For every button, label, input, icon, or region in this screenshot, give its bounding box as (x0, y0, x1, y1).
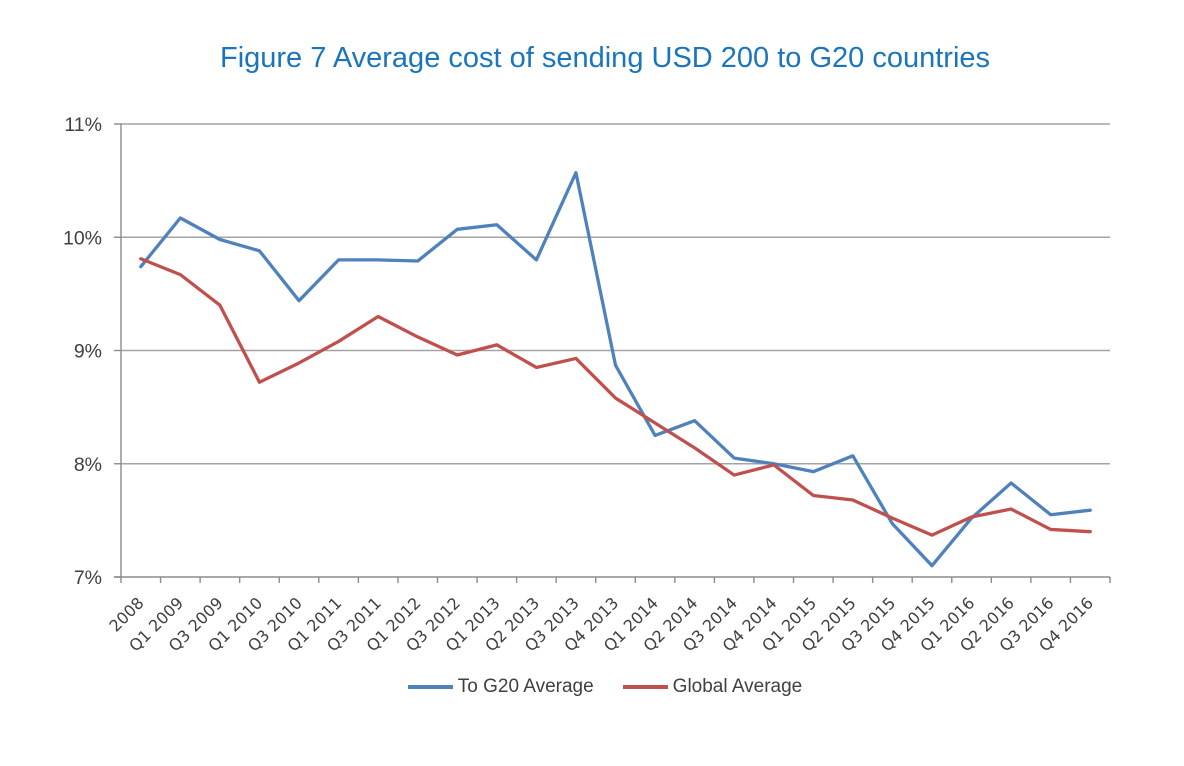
legend-swatch-global (622, 685, 668, 689)
y-axis-label-9: 9% (74, 341, 102, 363)
legend-label-to-g20: To G20 Average (457, 676, 594, 697)
chart-legend: To G20 Average Global Average (0, 676, 1184, 698)
legend-item-to-g20: To G20 Average (407, 676, 594, 698)
legend-swatch-to-g20 (407, 685, 453, 689)
y-axis-label-7: 7% (74, 567, 102, 589)
legend-item-global: Global Average (622, 676, 803, 698)
chart-title: Figure 7 Average cost of sending USD 200… (219, 42, 991, 74)
y-axis-label-10: 10% (63, 227, 102, 249)
series-line-global-average (139, 257, 1092, 537)
legend-label-global: Global Average (672, 676, 803, 697)
y-axis-label-8: 8% (74, 454, 102, 476)
y-axis-label-11: 11% (64, 114, 102, 136)
series-line-to-g20-average (139, 171, 1092, 568)
